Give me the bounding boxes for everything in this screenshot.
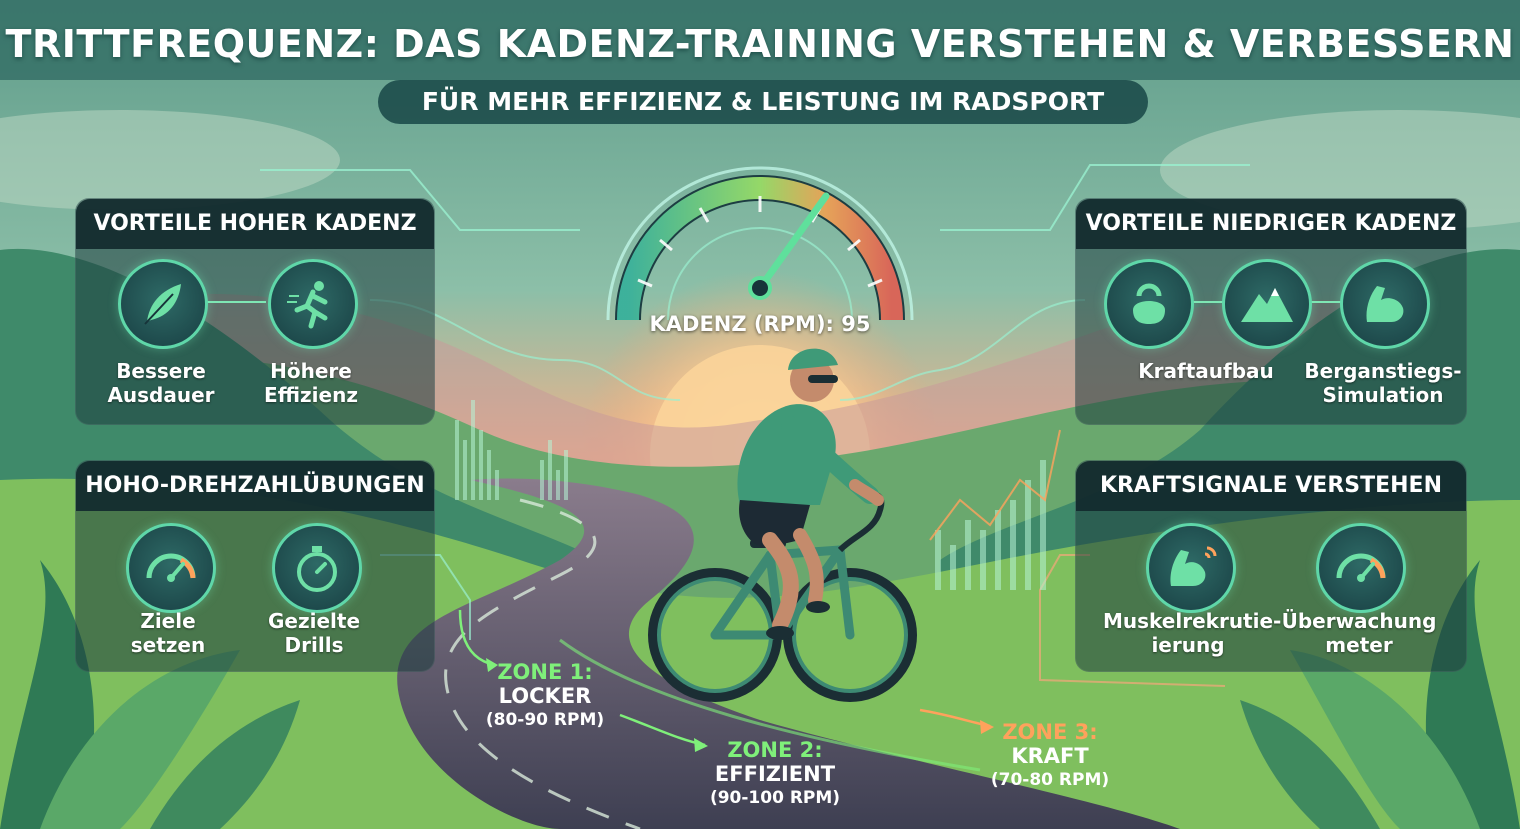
zone-2-desc: EFFIZIENT [714, 762, 836, 786]
zone-3-name: ZONE 3: [1002, 720, 1098, 744]
running-person-icon [268, 259, 358, 349]
label-muskelrekrutierung: Muskelrekrutie- ierung [1103, 609, 1282, 657]
zone-1-desc: LOCKER [498, 684, 592, 708]
cadence-gauge [606, 166, 914, 321]
connector-line [1304, 301, 1344, 303]
panel-title: VORTEILE NIEDRIGER KADENZ [1076, 199, 1466, 249]
label-hoehere-effizienz: Höhere Effizienz [264, 359, 358, 407]
label-ziele-setzen: Ziele setzen [130, 609, 206, 657]
gauge-needle [756, 192, 830, 292]
panel-drills: HOHO-DREHZAHLÜBUNGEN Ziele setzen Geziel… [75, 460, 435, 672]
connector-line [206, 301, 266, 303]
panel-high-cadence: VORTEILE HOHER KADENZ Bessere Ausdauer H… [75, 198, 435, 425]
panel-title: VORTEILE HOHER KADENZ [76, 199, 434, 249]
label-ueberwachung-meter: Überwachung meter [1281, 609, 1437, 657]
panel-low-cadence: VORTEILE NIEDRIGER KADENZ Kraftaufbau Be… [1075, 198, 1467, 425]
power-meter-icon [1316, 523, 1406, 613]
page-subtitle: FÜR MEHR EFFIZIENZ & LEISTUNG IM RADSPOR… [378, 80, 1148, 124]
label-bessere-ausdauer: Bessere Ausdauer [107, 359, 215, 407]
zone-2-range: (90-100 RPM) [709, 788, 841, 808]
zone-1-name: ZONE 1: [497, 660, 593, 684]
stopwatch-icon [272, 523, 362, 613]
panel-power-signals: KRAFTSIGNALE VERSTEHEN Muskelrekrutie- i… [1075, 460, 1467, 672]
page-title: TRITTFREQUENZ: DAS KADENZ-TRAINING VERST… [5, 22, 1515, 66]
gauge-label: KADENZ (RPM): 95 [649, 312, 871, 336]
zone-1: ZONE 1: LOCKER (80-90 RPM) [470, 660, 620, 732]
mountain-icon [1222, 259, 1312, 349]
label-berganstiegs-simulation: Berganstiegs- Simulation [1304, 359, 1462, 407]
muscle-signal-icon [1146, 523, 1236, 613]
zone-1-range: (80-90 RPM) [485, 710, 605, 730]
panel-title: HOHO-DREHZAHLÜBUNGEN [76, 461, 434, 511]
connector-line [1186, 301, 1226, 303]
zone-3: ZONE 3: KRAFT (70-80 RPM) [975, 720, 1125, 792]
panel-title: KRAFTSIGNALE VERSTEHEN [1076, 461, 1466, 511]
label-gezielte-drills: Gezielte Drills [267, 609, 361, 657]
zone-2-name: ZONE 2: [727, 738, 823, 762]
feather-icon [118, 259, 208, 349]
zone-2: ZONE 2: EFFIZIENT (90-100 RPM) [690, 738, 860, 810]
speedometer-icon [126, 523, 216, 613]
flexed-arm-icon [1340, 259, 1430, 349]
cyclist-illustration [648, 348, 917, 702]
zone-3-range: (70-80 RPM) [990, 770, 1110, 790]
label-kraftaufbau: Kraftaufbau [1138, 359, 1274, 383]
kettlebell-icon [1104, 259, 1194, 349]
zone-3-desc: KRAFT [1011, 744, 1089, 768]
